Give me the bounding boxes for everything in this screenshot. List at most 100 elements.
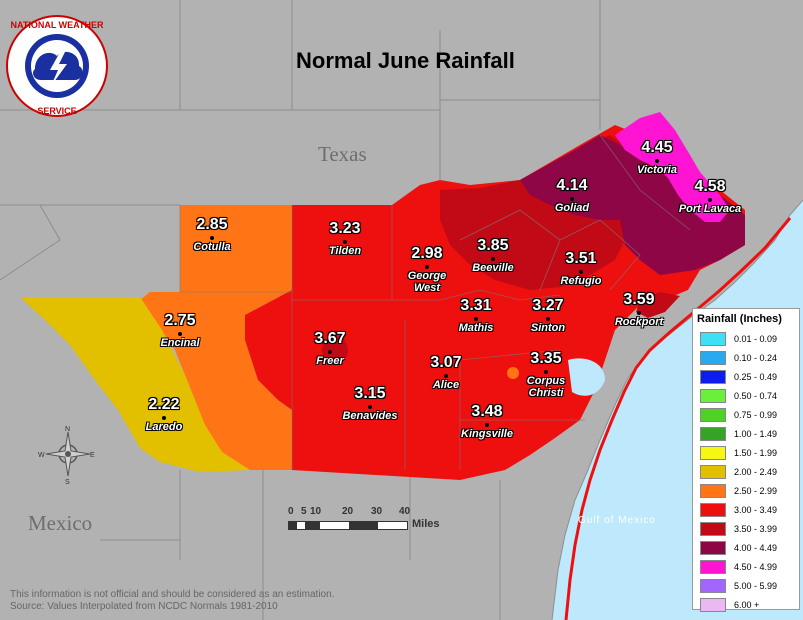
station-dot: [655, 159, 659, 163]
station-value: 3.51: [565, 250, 597, 267]
legend-item: 0.01 - 0.09: [693, 329, 799, 348]
svg-text:SERVICE: SERVICE: [37, 106, 76, 116]
county-line: [599, 134, 691, 231]
station-port-lavaca: 4.58 Port Lavaca: [665, 178, 755, 215]
station-dot: [474, 317, 478, 321]
legend-item: 6.00 +: [693, 595, 799, 614]
station-name: Encinal: [160, 337, 200, 349]
legend-item: 0.75 - 0.99: [693, 405, 799, 424]
legend-item: 2.50 - 2.99: [693, 481, 799, 500]
legend-label: 6.00 +: [734, 599, 760, 610]
station-name: Rockport: [614, 316, 664, 328]
legend-label: 2.00 - 2.49: [734, 466, 778, 477]
legend-label: 3.50 - 3.99: [734, 523, 778, 534]
station-goliad: 4.14 Goliad: [527, 177, 617, 214]
station-dot: [637, 311, 641, 315]
scale-tick: 20: [342, 506, 354, 517]
station-value: 3.35: [530, 350, 562, 367]
station-name: Benavides: [342, 410, 398, 422]
legend-swatch: [700, 369, 726, 384]
barrier-island: [564, 217, 792, 620]
legend-swatch: [700, 559, 726, 574]
legend-item: 1.00 - 1.49: [693, 424, 799, 443]
nws-logo: NATIONAL WEATHER SERVICE: [6, 15, 108, 117]
compass-w: W: [38, 452, 45, 459]
station-cotulla: 2.85 Cotulla: [167, 216, 257, 253]
station-value: 3.48: [471, 403, 503, 420]
station-dot: [708, 198, 712, 202]
county-line: [459, 209, 561, 291]
scale-segment: [289, 521, 297, 529]
station-dot: [444, 374, 448, 378]
legend-label: 0.75 - 0.99: [734, 409, 778, 420]
scale-labels: 0 5 10 20 30 40: [288, 506, 448, 518]
station-name: Mathis: [458, 322, 494, 334]
station-rockport: 3.59 Rockport: [594, 291, 684, 328]
legend-swatch: [700, 521, 726, 536]
station-laredo: 2.22 Laredo: [119, 396, 209, 433]
legend-label: 2.50 - 2.99: [734, 485, 778, 496]
station-dot: [546, 317, 550, 321]
legend-swatch: [700, 445, 726, 460]
station-dot: [425, 265, 429, 269]
legend-swatch: [700, 331, 726, 346]
disclaimer: This information is not official and sho…: [10, 589, 334, 613]
legend-swatch: [700, 578, 726, 593]
station-dot: [485, 423, 489, 427]
station-name: Sinton: [530, 322, 566, 334]
station-name: Goliad: [554, 202, 590, 214]
scale-segment: [305, 521, 320, 529]
legend-label: 0.01 - 0.09: [734, 333, 778, 344]
legend: Rainfall (Inches) 0.01 - 0.09 0.10 - 0.24…: [692, 308, 800, 612]
scale-tick: 5: [301, 506, 307, 517]
boundary-line: [0, 204, 61, 281]
station-dot: [570, 197, 574, 201]
station-value: 4.58: [694, 178, 726, 195]
zone-3-50-3-99: [322, 337, 348, 363]
station-value: 3.23: [329, 220, 361, 237]
station-name: Alice: [432, 379, 460, 391]
legend-swatch: [700, 483, 726, 498]
county-line: [459, 349, 561, 361]
station-value: 2.98: [411, 245, 443, 262]
station-value: 3.85: [477, 237, 509, 254]
legend-title: Rainfall (Inches): [697, 313, 782, 325]
station-name: Refugio: [560, 275, 602, 287]
station-value: 3.67: [314, 330, 346, 347]
legend-item: 3.50 - 3.99: [693, 519, 799, 538]
station-name: Tilden: [328, 245, 362, 257]
station-mathis: 3.31 Mathis: [431, 297, 521, 334]
legend-swatch: [700, 464, 726, 479]
zone-3-50-3-99: [636, 292, 680, 318]
station-dot: [491, 257, 495, 261]
station-dot: [328, 350, 332, 354]
legend-label: 3.00 - 3.49: [734, 504, 778, 515]
station-tilden: 3.23 Tilden: [300, 220, 390, 257]
legend-item: 0.50 - 0.74: [693, 386, 799, 405]
legend-swatch: [700, 407, 726, 422]
legend-label: 1.50 - 1.99: [734, 447, 778, 458]
legend-rows: 0.01 - 0.09 0.10 - 0.24 0.25 - 0.49 0.50 - …: [693, 329, 799, 614]
legend-swatch: [700, 388, 726, 403]
scale-bar: 0 5 10 20 30 40 Miles: [288, 506, 448, 530]
compass-s: S: [65, 479, 70, 484]
station-dot: [178, 332, 182, 336]
rainfall-zones: [20, 112, 745, 480]
corpus-christi-bay: [568, 358, 605, 396]
legend-swatch: [700, 502, 726, 517]
region-label-mexico: Mexico: [28, 511, 93, 535]
station-name: Corpus Christi: [526, 375, 566, 399]
scale-track-row: Miles: [288, 518, 448, 530]
station-value: 4.45: [641, 139, 673, 156]
station-dot: [162, 416, 166, 420]
disclaimer-text: This information is not official and sho…: [10, 589, 335, 600]
county-line: [559, 219, 641, 291]
station-encinal: 2.75 Encinal: [135, 312, 225, 349]
station-value: 2.22: [148, 396, 180, 413]
scale-tick: 40: [399, 506, 411, 517]
scale-tick: 0: [288, 506, 294, 517]
station-name: Beeville: [472, 262, 514, 274]
station-name: Laredo: [145, 421, 183, 433]
compass-icon: N S E W: [38, 426, 95, 484]
source-text: Source: Values Interpolated from NCDC No…: [10, 601, 278, 612]
